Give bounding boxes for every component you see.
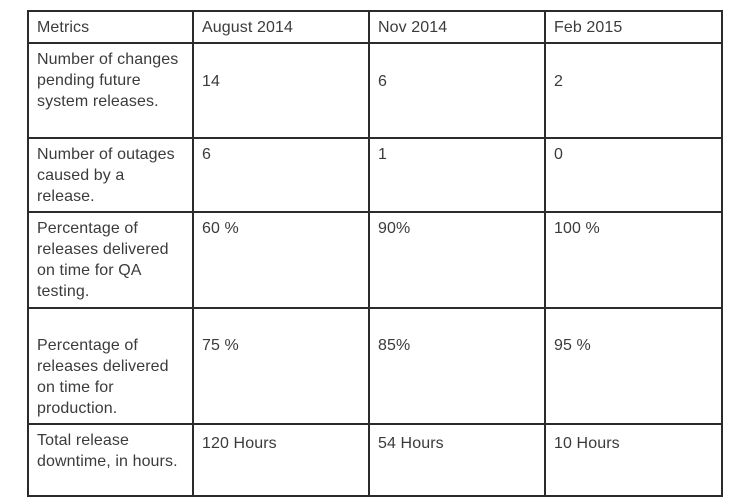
metric-value: 2 <box>544 42 723 139</box>
column-header-nov-2014: Nov 2014 <box>368 10 546 44</box>
metric-value: 0 <box>544 137 723 213</box>
table-row-outages: Number of outages caused by a release. 6… <box>27 137 723 213</box>
metric-value: 6 <box>192 137 370 213</box>
metric-value: 6 <box>368 42 546 139</box>
metric-label: Number of outages caused by a release. <box>27 137 194 213</box>
header-row: Metrics August 2014 Nov 2014 Feb 2015 <box>27 10 723 44</box>
table-row-production-on-time: Percentage of releases delivered on time… <box>27 307 723 425</box>
metric-value: 1 <box>368 137 546 213</box>
metric-value: 90% <box>368 211 546 309</box>
release-metrics-table: Metrics August 2014 Nov 2014 Feb 2015 Nu… <box>27 10 723 497</box>
metric-label: Percentage of releases delivered on time… <box>27 307 194 425</box>
metric-value: 14 <box>192 42 370 139</box>
column-header-august-2014: August 2014 <box>192 10 370 44</box>
metric-label: Number of changes pending future system … <box>27 42 194 139</box>
metric-value: 60 % <box>192 211 370 309</box>
table-row-qa-on-time: Percentage of releases delivered on time… <box>27 211 723 309</box>
metric-value: 75 % <box>192 307 370 425</box>
metric-value: 100 % <box>544 211 723 309</box>
metric-value: 10 Hours <box>544 423 723 497</box>
column-header-feb-2015: Feb 2015 <box>544 10 723 44</box>
column-header-metrics: Metrics <box>27 10 194 44</box>
table-row-changes-pending: Number of changes pending future system … <box>27 42 723 139</box>
metric-label: Total release downtime, in hours. <box>27 423 194 497</box>
metric-value: 120 Hours <box>192 423 370 497</box>
metric-value: 54 Hours <box>368 423 546 497</box>
metric-label: Percentage of releases delivered on time… <box>27 211 194 309</box>
table-row-total-downtime: Total release downtime, in hours. 120 Ho… <box>27 423 723 497</box>
metric-value: 95 % <box>544 307 723 425</box>
metric-value: 85% <box>368 307 546 425</box>
